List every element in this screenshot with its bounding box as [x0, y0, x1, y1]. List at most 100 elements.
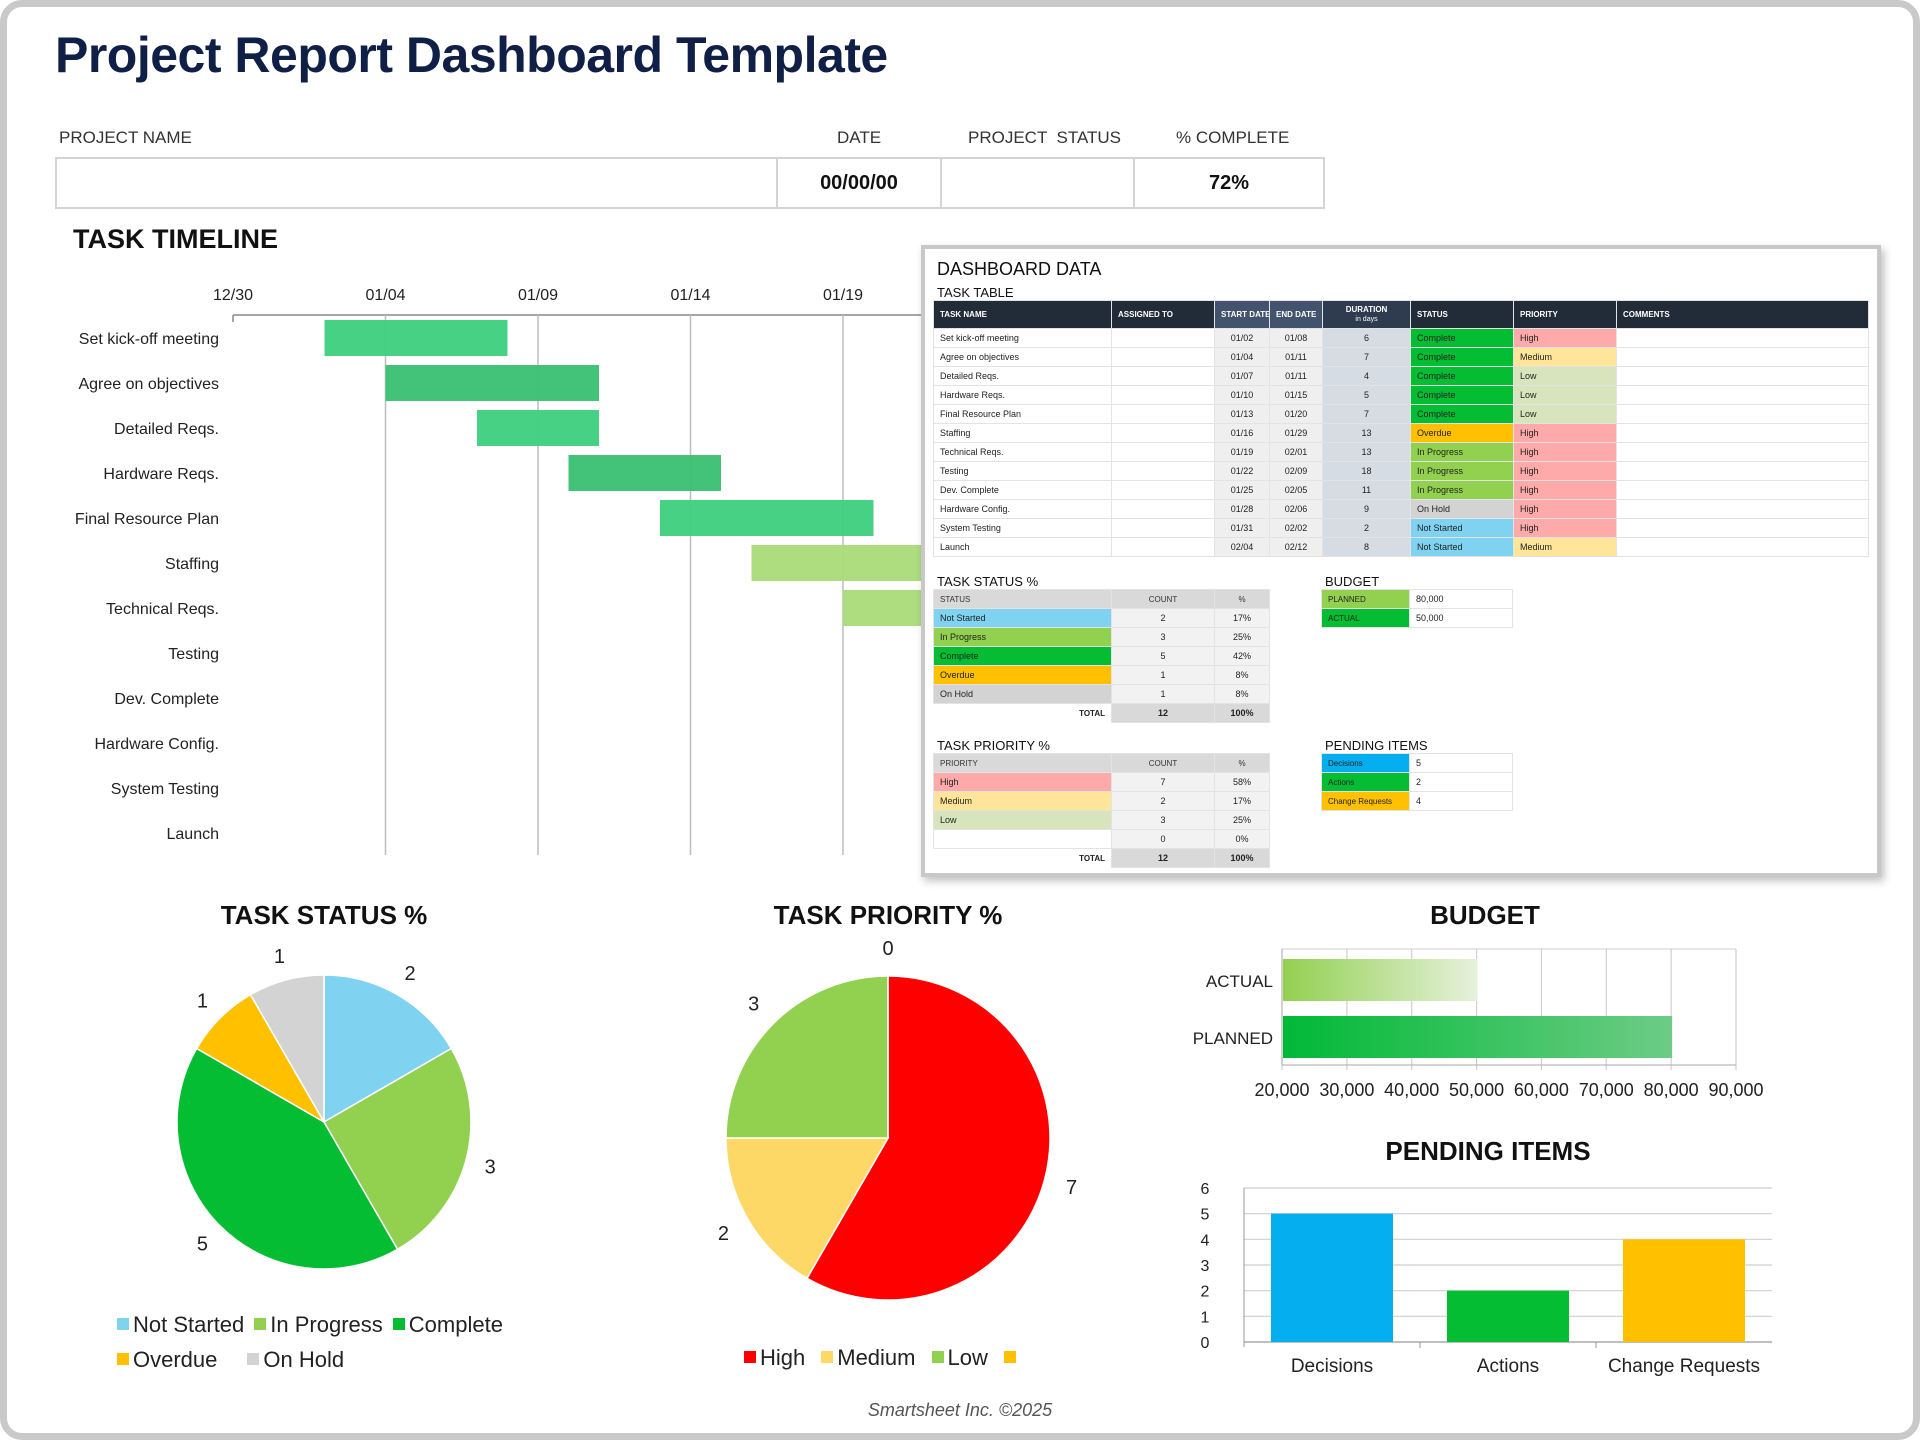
task-cell-comments[interactable] — [1616, 423, 1869, 443]
task-table-header-cell[interactable]: START DATE — [1214, 300, 1270, 329]
task-cell-end[interactable]: 02/02 — [1269, 518, 1323, 538]
task-cell-status[interactable]: Complete — [1410, 366, 1514, 386]
pie-slice[interactable] — [176, 1047, 399, 1270]
task-cell-end[interactable]: 01/11 — [1269, 366, 1323, 386]
task-cell-priority[interactable]: High — [1513, 423, 1617, 443]
task-cell-priority[interactable]: Low — [1513, 366, 1617, 386]
timeline-bar[interactable] — [324, 320, 508, 356]
task-cell-priority[interactable]: Low — [1513, 385, 1617, 405]
task-cell-priority[interactable]: Medium — [1513, 347, 1617, 367]
task-cell-end[interactable]: 02/05 — [1269, 480, 1323, 500]
task-cell-assigned[interactable] — [1111, 442, 1215, 462]
task-cell-duration[interactable]: 7 — [1322, 404, 1411, 424]
task-cell-task[interactable]: Staffing — [933, 423, 1112, 443]
task-cell-priority[interactable]: High — [1513, 499, 1617, 519]
legend-item[interactable]: Medium — [821, 1345, 916, 1371]
task-cell-task[interactable]: Hardware Config. — [933, 499, 1112, 519]
task-cell-start[interactable]: 01/04 — [1214, 347, 1270, 367]
task-cell-duration[interactable]: 7 — [1322, 347, 1411, 367]
task-cell-priority[interactable]: Medium — [1513, 537, 1617, 557]
task-cell-comments[interactable] — [1616, 385, 1869, 405]
timeline-bar[interactable] — [660, 500, 874, 536]
task-cell-end[interactable]: 02/06 — [1269, 499, 1323, 519]
task-cell-assigned[interactable] — [1111, 404, 1215, 424]
task-cell-end[interactable]: 01/29 — [1269, 423, 1323, 443]
task-cell-start[interactable]: 01/19 — [1214, 442, 1270, 462]
task-cell-task[interactable]: Technical Reqs. — [933, 442, 1112, 462]
task-cell-end[interactable]: 01/20 — [1269, 404, 1323, 424]
task-cell-status[interactable]: Complete — [1410, 404, 1514, 424]
budget-bar[interactable] — [1283, 1016, 1673, 1058]
task-cell-duration[interactable]: 13 — [1322, 423, 1411, 443]
task-cell-priority[interactable]: High — [1513, 461, 1617, 481]
task-cell-status[interactable]: In Progress — [1410, 442, 1514, 462]
task-cell-status[interactable]: On Hold — [1410, 499, 1514, 519]
task-cell-comments[interactable] — [1616, 518, 1869, 538]
task-cell-assigned[interactable] — [1111, 423, 1215, 443]
task-table-header-cell[interactable]: PRIORITY — [1513, 300, 1617, 329]
task-cell-comments[interactable] — [1616, 347, 1869, 367]
project-status-field[interactable] — [942, 159, 1135, 207]
task-table-header-cell[interactable]: DURATION in days — [1322, 300, 1411, 329]
pie-slice[interactable] — [249, 974, 325, 1125]
task-cell-end[interactable]: 01/15 — [1269, 385, 1323, 405]
task-cell-start[interactable]: 01/28 — [1214, 499, 1270, 519]
task-cell-end[interactable]: 02/09 — [1269, 461, 1323, 481]
task-cell-start[interactable]: 01/10 — [1214, 385, 1270, 405]
pending-bar[interactable] — [1447, 1290, 1569, 1342]
task-cell-status[interactable]: Complete — [1410, 385, 1514, 405]
task-cell-end[interactable]: 02/01 — [1269, 442, 1323, 462]
task-cell-duration[interactable]: 13 — [1322, 442, 1411, 462]
budget-bar[interactable] — [1283, 959, 1478, 1001]
task-cell-assigned[interactable] — [1111, 366, 1215, 386]
task-cell-task[interactable]: Hardware Reqs. — [933, 385, 1112, 405]
task-cell-assigned[interactable] — [1111, 461, 1215, 481]
pending_items-value[interactable]: 5 — [1409, 753, 1513, 773]
task-cell-task[interactable]: Final Resource Plan — [933, 404, 1112, 424]
task-cell-duration[interactable]: 8 — [1322, 537, 1411, 557]
task-cell-priority[interactable]: High — [1513, 480, 1617, 500]
task-cell-status[interactable]: Not Started — [1410, 537, 1514, 557]
legend-item[interactable]: High — [744, 1345, 805, 1371]
legend-item[interactable]: Not Started — [117, 1312, 244, 1338]
task-cell-priority[interactable]: High — [1513, 518, 1617, 538]
task-table-header-cell[interactable]: STATUS — [1410, 300, 1514, 329]
task-cell-status[interactable]: Not Started — [1410, 518, 1514, 538]
task-table-header-cell[interactable]: END DATE — [1269, 300, 1323, 329]
task-cell-assigned[interactable] — [1111, 537, 1215, 557]
pie-slice[interactable] — [725, 1137, 890, 1280]
pending_items-value[interactable]: 4 — [1409, 791, 1513, 811]
task-cell-start[interactable]: 01/31 — [1214, 518, 1270, 538]
pending_items-value[interactable]: 2 — [1409, 772, 1513, 792]
task-cell-task[interactable]: Detailed Reqs. — [933, 366, 1112, 386]
pending-bar[interactable] — [1271, 1213, 1393, 1342]
task-cell-task[interactable]: System Testing — [933, 518, 1112, 538]
task-cell-start[interactable]: 01/22 — [1214, 461, 1270, 481]
legend-item[interactable]: Overdue — [117, 1347, 217, 1373]
task-cell-comments[interactable] — [1616, 442, 1869, 462]
task-cell-status[interactable]: In Progress — [1410, 461, 1514, 481]
budget-value[interactable]: 50,000 — [1409, 608, 1513, 628]
task-cell-comments[interactable] — [1616, 366, 1869, 386]
task-cell-assigned[interactable] — [1111, 328, 1215, 348]
task-cell-task[interactable]: Agree on objectives — [933, 347, 1112, 367]
task-cell-task[interactable]: Launch — [933, 537, 1112, 557]
legend-item[interactable] — [1003, 1345, 1020, 1371]
pie-slice[interactable] — [725, 975, 889, 1139]
task-cell-start[interactable]: 01/02 — [1214, 328, 1270, 348]
task-cell-comments[interactable] — [1616, 461, 1869, 481]
task-cell-comments[interactable] — [1616, 499, 1869, 519]
task-table-header-cell[interactable]: TASK NAME — [933, 300, 1112, 329]
pie-slice[interactable] — [322, 1047, 472, 1251]
task-cell-status[interactable]: Complete — [1410, 347, 1514, 367]
timeline-bar[interactable] — [477, 410, 599, 446]
task-cell-end[interactable]: 01/08 — [1269, 328, 1323, 348]
task-cell-status[interactable]: In Progress — [1410, 480, 1514, 500]
task-cell-end[interactable]: 01/11 — [1269, 347, 1323, 367]
task-cell-task[interactable]: Testing — [933, 461, 1112, 481]
task-cell-comments[interactable] — [1616, 404, 1869, 424]
task-cell-duration[interactable]: 11 — [1322, 480, 1411, 500]
percent-complete-field[interactable]: 72% — [1208, 171, 1250, 194]
legend-item[interactable]: On Hold — [247, 1347, 344, 1373]
task-cell-assigned[interactable] — [1111, 385, 1215, 405]
